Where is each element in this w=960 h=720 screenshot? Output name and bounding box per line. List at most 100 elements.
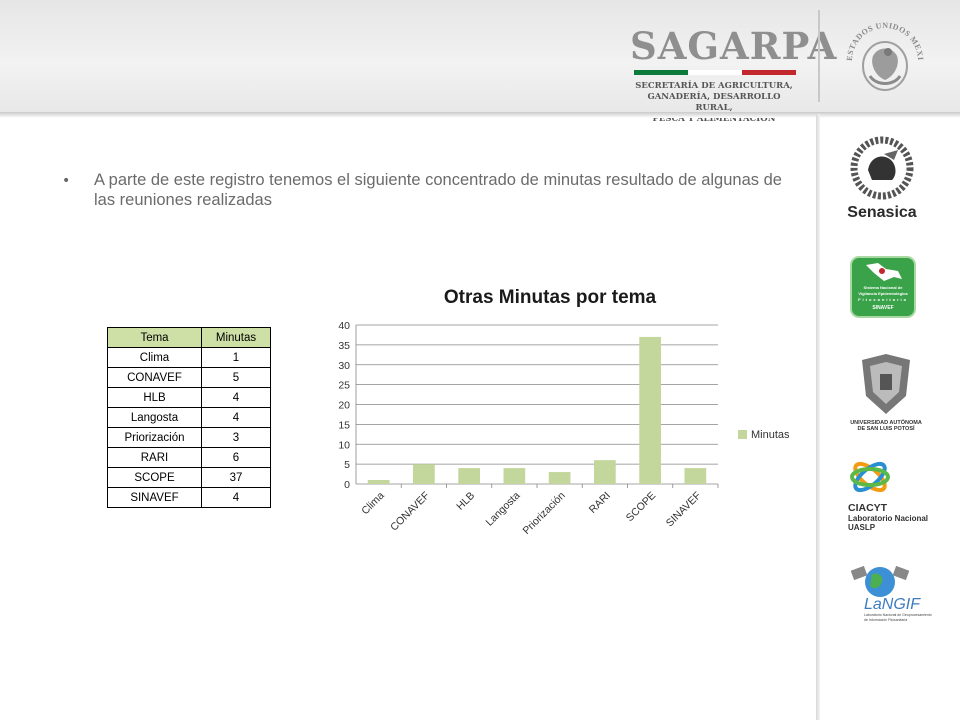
cell-tema: CONAVEF [107, 367, 202, 388]
bar [639, 336, 661, 484]
senasica-emblem-icon [850, 136, 914, 200]
x-tick-label: HLB [454, 490, 477, 513]
chart-title: Otras Minutas por tema [444, 287, 657, 308]
sinavef-line-1: Sistema Nacional de [863, 285, 903, 290]
table-row: Priorización 3 [107, 427, 271, 448]
langif-line-1: Laboratorio Nacional de Geoprocesamiento [864, 613, 932, 617]
x-tick-label: RARI [587, 490, 613, 516]
cell-minutas: 3 [201, 427, 271, 448]
ciacyt-line-1: CIACYT [848, 502, 888, 514]
y-tick-label: 10 [338, 439, 350, 451]
table-row: Langosta 4 [107, 407, 271, 428]
x-tick-label: SINAVEF [664, 490, 704, 530]
sinavef-line-2: Vigilancia Epidemiológica [858, 291, 908, 296]
flag-green [634, 70, 688, 75]
senasica-logo: Senasica [842, 130, 922, 230]
sinavef-line-3: Fitosanitaria [858, 297, 908, 302]
x-tick-label: CONAVEF [388, 490, 432, 534]
langif-logo: LaNGIF Laboratorio Nacional de Geoproces… [846, 562, 932, 624]
legend-label: Minutas [751, 429, 790, 441]
x-tick-label: Priorización [520, 490, 567, 537]
uaslp-shield-icon [862, 354, 910, 414]
uaslp-line-2: DE SAN LUIS POTOSÍ [857, 426, 915, 432]
bar [594, 460, 616, 484]
sinavef-badge: Sistema Nacional de Vigilancia Epidemiol… [850, 256, 916, 318]
sinavef-map-icon [866, 263, 902, 281]
header-divider [818, 10, 820, 102]
cell-tema: RARI [107, 447, 202, 468]
y-tick-label: 5 [344, 459, 350, 471]
sagarpa-logo: SAGARPA SECRETARÍA DE AGRICULTURA, GANAD… [630, 24, 837, 125]
table-row: CONAVEF 5 [107, 367, 271, 388]
uaslp-logo: UNIVERSIDAD AUTÓNOMA DE SAN LUIS POTOSÍ [842, 352, 930, 442]
sinavef-logo: Sistema Nacional de Vigilancia Epidemiol… [850, 256, 916, 318]
bar [503, 468, 526, 484]
cell-minutas: 4 [201, 407, 271, 428]
column-header-minutas: Minutas [201, 327, 271, 348]
y-tick-label: 40 [338, 320, 350, 332]
table-row: SCOPE 37 [107, 467, 271, 488]
y-tick-label: 15 [338, 419, 350, 431]
chart-grid [355, 324, 718, 485]
uaslp-line-1: UNIVERSIDAD AUTÓNOMA [850, 420, 922, 426]
ciacyt-logo: CIACYT Laboratorio Nacional UASLP [848, 456, 948, 546]
bullet-text: A parte de este registro tenemos el sigu… [94, 171, 782, 209]
cell-tema: Clima [107, 347, 202, 368]
sinavef-line-4: SINAVEF [872, 305, 894, 311]
bar [684, 468, 707, 484]
column-header-tema: Tema [107, 327, 202, 348]
flag-red [742, 70, 796, 75]
y-tick-label: 25 [338, 380, 350, 392]
table-row: Clima 1 [107, 347, 271, 368]
x-tick-label: Clima [359, 490, 387, 518]
cell-minutas: 6 [201, 447, 271, 468]
cell-tema: Langosta [107, 407, 202, 428]
sagarpa-brand: SAGARPA [630, 24, 838, 68]
table-row: SINAVEF 4 [107, 487, 271, 508]
sagarpa-subtitle-2: GANADERÍA, DESARROLLO RURAL, [647, 92, 781, 113]
cell-minutas: 37 [201, 467, 271, 488]
y-axis: 0 5 10 15 20 25 30 35 40 [338, 320, 350, 491]
header-shadow [0, 112, 960, 118]
cell-minutas: 4 [201, 487, 271, 508]
y-tick-label: 30 [338, 360, 350, 372]
y-tick-label: 35 [338, 340, 350, 352]
ciacyt-atom-icon [850, 461, 890, 493]
cell-tema: HLB [107, 387, 202, 408]
bullet-icon: • [62, 173, 71, 189]
cell-minutas: 1 [201, 347, 271, 368]
cell-tema: Priorización [107, 427, 202, 448]
cell-tema: SINAVEF [107, 487, 202, 508]
table-row: RARI 6 [107, 447, 271, 468]
bar [458, 468, 480, 484]
x-tick-label: SCOPE [624, 490, 658, 524]
cell-tema: SCOPE [107, 467, 202, 488]
cell-minutas: 4 [201, 387, 271, 408]
mexico-seal-icon: ESTADOS UNIDOS MEXICANOS [840, 6, 925, 91]
ciacyt-line-3: UASLP [848, 523, 876, 532]
y-tick-label: 0 [344, 479, 350, 491]
legend-swatch [738, 430, 747, 439]
sagarpa-subtitle-3: PESCA Y ALIMENTACIÓN [652, 114, 776, 124]
minutes-bar-chart: Otras Minutas por tema 0510152025303540 … [338, 287, 790, 537]
ciacyt-line-2: Laboratorio Nacional [848, 514, 929, 523]
bar-series [367, 336, 707, 484]
sagarpa-subtitle-1: SECRETARÍA DE AGRICULTURA, [635, 81, 793, 91]
x-tick-label: Langosta [483, 490, 522, 529]
langif-name: LaNGIF [864, 596, 921, 613]
y-tick-label: 20 [338, 400, 350, 412]
minutes-table: Tema Minutas Clima 1 CONAVEF 5 HLB 4 Langos… [107, 327, 271, 508]
bar [413, 464, 435, 484]
langif-globe-icon [850, 565, 910, 597]
bar [548, 472, 571, 484]
legend: Minutas [738, 429, 790, 441]
langif-line-2: de Información Fitosanitaria [864, 618, 908, 622]
cell-minutas: 5 [201, 367, 271, 388]
table-row: HLB 4 [107, 387, 271, 408]
sidebar-divider [816, 114, 820, 720]
flag-white [688, 70, 742, 75]
flag-color-bar [634, 70, 796, 75]
bar [367, 480, 390, 484]
table-header-row: Tema Minutas [107, 327, 271, 348]
